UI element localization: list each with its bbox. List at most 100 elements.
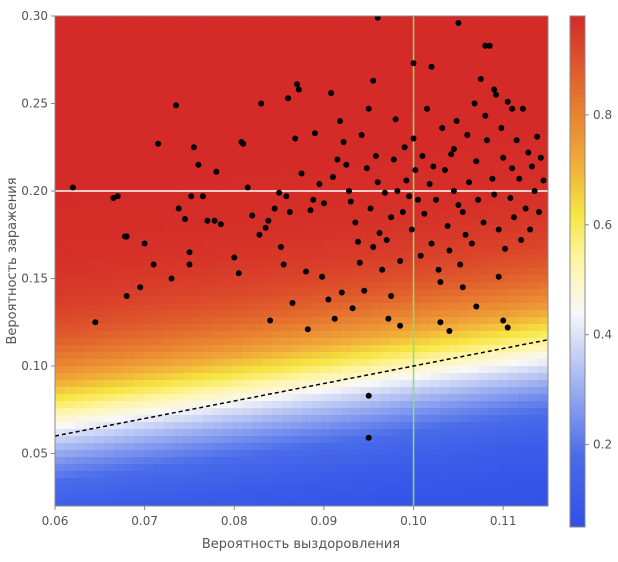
heatmap-cell	[449, 394, 460, 402]
heatmap-cell	[143, 394, 155, 402]
heatmap-cell	[400, 401, 411, 409]
heatmap-cell	[133, 121, 145, 129]
heatmap-cell	[281, 135, 293, 143]
data-point	[316, 181, 323, 187]
heatmap-cell	[400, 198, 411, 206]
data-point	[446, 328, 453, 334]
data-point	[137, 284, 144, 291]
heatmap-cell	[439, 114, 450, 122]
heatmap-cell	[202, 338, 214, 346]
heatmap-cell	[281, 121, 293, 129]
heatmap-cell	[193, 296, 204, 304]
heatmap-cell	[94, 380, 105, 388]
heatmap-cell	[528, 226, 539, 234]
heatmap-cell	[262, 478, 273, 486]
heatmap-cell	[518, 191, 529, 199]
heatmap-cell	[488, 324, 500, 332]
heatmap-cell	[478, 226, 490, 234]
heatmap-cell	[360, 128, 372, 136]
heatmap-cell	[390, 422, 401, 430]
heatmap-cell	[153, 58, 165, 66]
heatmap-cell	[439, 366, 450, 374]
heatmap-cell	[400, 310, 411, 318]
heatmap-cell	[222, 261, 234, 269]
heatmap-cell	[429, 37, 441, 45]
heatmap-cell	[518, 156, 529, 164]
heatmap-cell	[459, 163, 470, 171]
heatmap-cell	[331, 100, 342, 108]
heatmap-cell	[321, 37, 332, 45]
heatmap-cell	[74, 37, 86, 45]
heatmap-cell	[469, 128, 480, 136]
heatmap-cell	[163, 191, 174, 199]
data-point	[249, 212, 256, 219]
heatmap-cell	[528, 44, 539, 52]
heatmap-cell	[124, 163, 135, 171]
heatmap-cell	[478, 212, 490, 220]
heatmap-cell	[242, 100, 253, 108]
heatmap-cell	[114, 233, 125, 241]
heatmap-cell	[340, 184, 352, 192]
heatmap-cell	[222, 128, 234, 136]
heatmap-cell	[84, 310, 96, 318]
heatmap-cell	[222, 345, 234, 353]
heatmap-cell	[498, 296, 510, 304]
heatmap-cell	[212, 408, 224, 416]
heatmap-cell	[469, 268, 480, 276]
heatmap-cell	[242, 135, 253, 143]
heatmap-cell	[55, 142, 66, 150]
heatmap-cell	[291, 303, 303, 311]
heatmap-cell	[449, 310, 460, 318]
heatmap-cell	[55, 415, 66, 423]
heatmap-cell	[133, 415, 145, 423]
data-point	[188, 193, 195, 200]
heatmap-cell	[419, 373, 431, 381]
heatmap-cell	[143, 359, 155, 367]
heatmap-cell	[212, 16, 224, 24]
heatmap-cell	[84, 205, 96, 213]
heatmap-cell	[538, 65, 548, 73]
heatmap-cell	[331, 289, 342, 297]
heatmap-cell	[538, 499, 548, 506]
heatmap-cell	[409, 338, 421, 346]
heatmap-cell	[459, 107, 470, 115]
heatmap-cell	[232, 436, 243, 444]
heatmap-cell	[301, 247, 312, 255]
heatmap-cell	[173, 380, 184, 388]
data-point	[280, 261, 287, 268]
heatmap-cell	[84, 44, 96, 52]
heatmap-cell	[104, 170, 115, 178]
heatmap-cell	[124, 247, 135, 255]
heatmap-cell	[518, 268, 529, 276]
heatmap-cell	[271, 338, 283, 346]
heatmap-cell	[390, 72, 401, 80]
heatmap-cell	[153, 268, 165, 276]
heatmap-cell	[232, 219, 243, 227]
heatmap-cell	[459, 457, 470, 465]
heatmap-cell	[74, 247, 86, 255]
heatmap-cell	[311, 492, 322, 500]
heatmap-cell	[321, 373, 332, 381]
heatmap-cell	[202, 345, 214, 353]
heatmap-cell	[370, 499, 381, 506]
data-point	[477, 76, 484, 82]
heatmap-cell	[183, 464, 194, 472]
heatmap-cell	[271, 296, 283, 304]
heatmap-cell	[340, 177, 352, 185]
heatmap-cell	[55, 310, 66, 318]
heatmap-cell	[538, 296, 548, 304]
heatmap-cell	[340, 282, 352, 290]
heatmap-cell	[173, 170, 184, 178]
heatmap-cell	[94, 338, 105, 346]
heatmap-cell	[488, 282, 500, 290]
heatmap-cell	[222, 408, 234, 416]
heatmap-cell	[518, 135, 529, 143]
heatmap-cell	[242, 65, 253, 73]
heatmap-cell	[488, 198, 500, 206]
heatmap-cell	[64, 240, 76, 248]
heatmap-cell	[271, 471, 283, 479]
heatmap-cell	[133, 471, 145, 479]
heatmap-cell	[84, 275, 96, 283]
heatmap-cell	[518, 380, 529, 388]
heatmap-cell	[409, 401, 421, 409]
